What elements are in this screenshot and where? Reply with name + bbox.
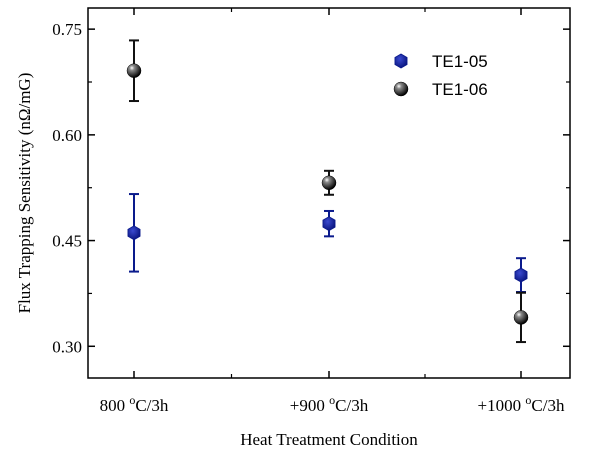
data-point-te1-05 xyxy=(322,216,336,232)
y-tick-label: 0.30 xyxy=(52,337,82,356)
x-tick-label: 800 oC/3h xyxy=(100,393,169,415)
x-tick-label: +1000 oC/3h xyxy=(478,393,565,415)
legend: TE1-05 TE1-06 xyxy=(393,52,488,99)
y-tick-label: 0.60 xyxy=(52,126,82,145)
data-point-te1-05 xyxy=(127,225,141,241)
legend-marker xyxy=(394,53,408,69)
axis-labels: 0.30 0.45 0.60 0.75 800 oC/3h +900 oC/3h +1000… xyxy=(52,20,565,415)
axis-ticks xyxy=(88,8,570,378)
legend-marker xyxy=(393,81,409,97)
data-point-te1-06 xyxy=(513,310,529,325)
y-tick-label: 0.45 xyxy=(52,232,82,251)
y-tick-label: 0.75 xyxy=(52,20,82,39)
data-point-te1-06 xyxy=(126,63,142,78)
legend-label: TE1-05 xyxy=(432,52,488,71)
legend-label: TE1-06 xyxy=(432,80,488,99)
x-tick-label: +900 oC/3h xyxy=(290,393,369,415)
data-point-te1-05 xyxy=(514,267,528,283)
data-point-te1-06 xyxy=(321,175,337,191)
y-axis-title: Flux Trapping Sensitivity (nΩ/mG) xyxy=(15,73,34,314)
x-axis-title: Heat Treatment Condition xyxy=(240,430,418,449)
data-layer xyxy=(126,39,529,344)
